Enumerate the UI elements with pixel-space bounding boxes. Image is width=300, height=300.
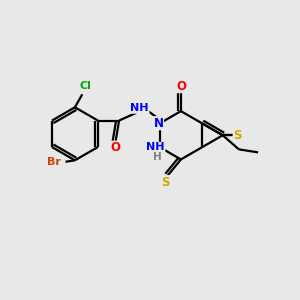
Text: S: S	[161, 176, 170, 189]
Text: Br: Br	[47, 157, 61, 167]
Text: O: O	[176, 80, 186, 93]
Text: S: S	[233, 129, 242, 142]
Text: N: N	[154, 117, 164, 130]
Text: NH: NH	[146, 142, 165, 152]
Text: O: O	[110, 141, 120, 154]
Text: H: H	[153, 152, 161, 162]
Text: NH: NH	[130, 103, 149, 113]
Text: Cl: Cl	[79, 81, 91, 91]
